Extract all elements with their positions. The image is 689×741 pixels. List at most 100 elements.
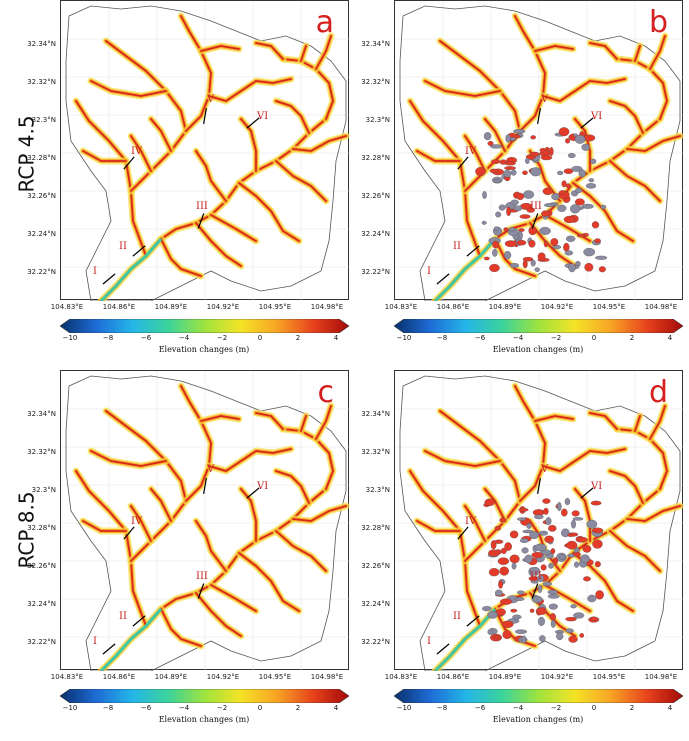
deposit-patch xyxy=(514,597,525,601)
deposit-patch xyxy=(538,530,548,536)
river-channel xyxy=(574,488,591,542)
deposit-patch xyxy=(522,170,528,175)
panel-letter: a xyxy=(315,5,334,40)
deposit-patch xyxy=(583,576,591,582)
river-channel xyxy=(529,520,561,572)
deposit-patch xyxy=(565,183,571,189)
deposit-patch xyxy=(544,203,555,208)
colorbar-tick-label: −2 xyxy=(550,334,562,342)
deposit-patch xyxy=(544,535,554,544)
deposit-patch xyxy=(591,527,604,534)
deposit-patch xyxy=(568,635,578,643)
river-channel xyxy=(179,14,213,133)
river-channel xyxy=(626,505,681,522)
river-channel xyxy=(275,160,327,202)
deposit-patch xyxy=(590,500,602,506)
section-label-IV: IV xyxy=(465,146,477,157)
river-channel xyxy=(177,12,215,135)
river-channel xyxy=(200,45,240,52)
deposit-patch xyxy=(548,524,557,532)
lat-tick-label: 32.32°N xyxy=(27,78,56,86)
section-label-V: V xyxy=(541,94,549,105)
deposit-patch xyxy=(566,540,578,550)
deposit-patch xyxy=(591,221,600,229)
deposit-patch xyxy=(504,240,517,248)
river-channel xyxy=(195,150,227,202)
deposit-patch xyxy=(563,242,570,252)
river-channel xyxy=(255,42,284,60)
cross-section-line xyxy=(531,213,539,229)
section-label-V: V xyxy=(541,464,549,475)
deposit-patch xyxy=(509,554,520,564)
lon-tick-label: 104.98°E xyxy=(644,673,678,681)
river-channel xyxy=(416,520,461,532)
colorbar xyxy=(393,318,684,334)
deposit-patch xyxy=(492,240,499,249)
deposit-patch xyxy=(495,211,502,218)
lon-tick-label: 104.92°E xyxy=(540,673,574,681)
lon-tick-label: 104.86°E xyxy=(436,303,470,311)
cross-section-line xyxy=(457,156,469,170)
lat-tick-label: 32.26°N xyxy=(27,562,56,570)
lat-tick-label: 32.34°N xyxy=(361,410,390,418)
cross-section-line xyxy=(531,583,539,599)
deposit-patch xyxy=(529,608,535,613)
panel-letter: d xyxy=(648,375,668,410)
river-channel xyxy=(82,520,127,532)
section-label-IV: IV xyxy=(131,146,143,157)
deposit-patch xyxy=(536,574,545,582)
deposit-patch xyxy=(522,259,528,269)
river-channel xyxy=(195,520,227,572)
river-channel xyxy=(542,448,626,472)
map-canvas xyxy=(395,1,684,301)
section-label-II: II xyxy=(119,611,127,622)
river-channel xyxy=(634,45,641,62)
deposit-patch xyxy=(481,220,487,225)
cross-section-line xyxy=(132,245,146,257)
river-channel xyxy=(275,100,310,134)
colorbar-gradient xyxy=(393,688,684,704)
river-channel xyxy=(105,40,187,192)
deposit-patch xyxy=(533,514,544,520)
river-channel xyxy=(160,238,202,277)
lat-tick-label: 32.28°N xyxy=(27,154,56,162)
section-label-II: II xyxy=(453,241,461,252)
deposit-patch xyxy=(552,557,558,565)
deposit-patch xyxy=(504,542,512,551)
deposit-patch xyxy=(573,552,581,557)
deposit-patch xyxy=(550,620,556,628)
lon-tick-label: 104.83°E xyxy=(384,673,418,681)
deposit-patch xyxy=(592,539,603,549)
deposit-patch xyxy=(580,554,590,563)
river-channel xyxy=(300,45,307,62)
river-channel xyxy=(511,382,549,505)
deposit-patch xyxy=(573,612,585,619)
colorbar-title: Elevation changes (m) xyxy=(492,715,584,724)
deposit-patch xyxy=(570,604,577,609)
deposit-patch xyxy=(581,203,594,209)
deposit-patch xyxy=(549,147,554,156)
river-channel xyxy=(424,80,501,97)
section-label-IV: IV xyxy=(465,516,477,527)
section-label-V: V xyxy=(207,94,215,105)
deposit-patch xyxy=(518,228,525,232)
deposit-patch xyxy=(517,590,525,595)
deposit-patch xyxy=(501,620,514,628)
river-channel xyxy=(649,405,666,440)
deposit-patch xyxy=(514,629,528,634)
deposit-patch xyxy=(518,508,529,512)
deposit-patch xyxy=(493,226,499,232)
deposit-patch xyxy=(508,227,516,232)
deposit-patch xyxy=(581,143,591,151)
deposit-patch xyxy=(519,214,531,219)
deposit-patch xyxy=(575,536,588,543)
deposit-patch xyxy=(504,166,516,170)
deposit-patch xyxy=(568,263,576,273)
deposit-patch xyxy=(588,178,595,183)
colorbar-title: Elevation changes (m) xyxy=(492,345,584,354)
deposit-patch xyxy=(521,635,527,644)
river-channel xyxy=(90,80,167,97)
catchment-boundary xyxy=(399,375,681,671)
river-channel xyxy=(439,410,521,562)
deposit-patch xyxy=(488,568,500,577)
